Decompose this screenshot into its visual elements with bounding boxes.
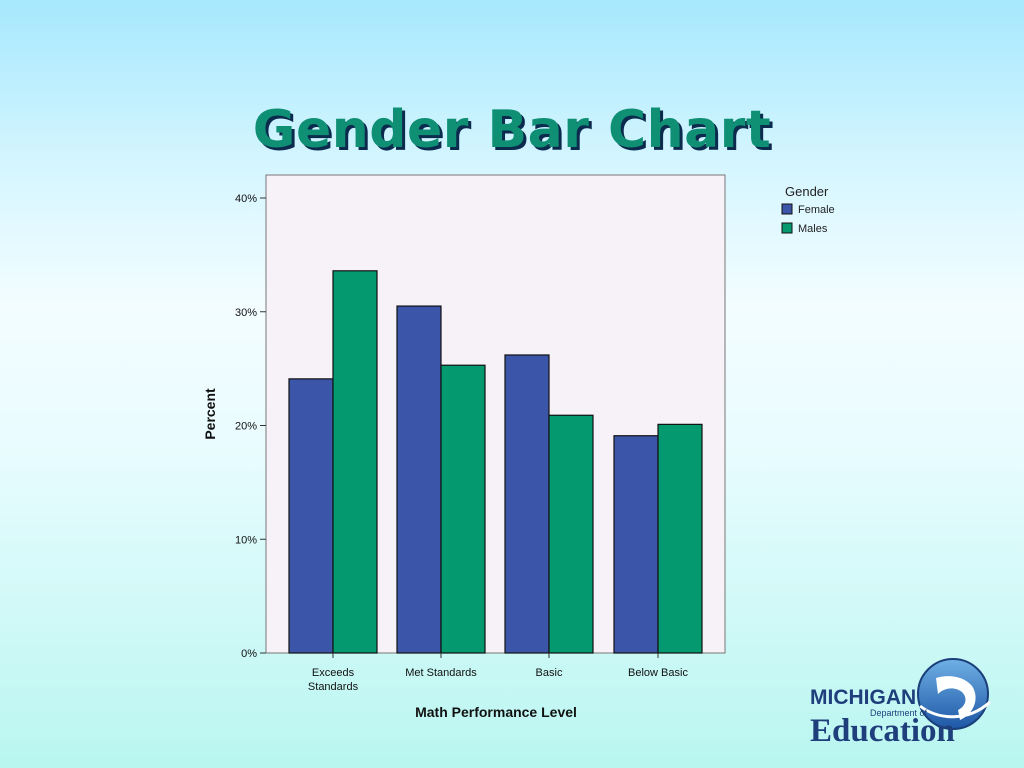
bar-female-1: [396, 305, 442, 654]
legend-swatch-female: [781, 203, 793, 215]
x-tick-label: Below Basic: [628, 667, 688, 679]
legend-title: Gender: [785, 184, 829, 199]
bar-female-3: [613, 435, 659, 654]
x-axis-title: Math Performance Level: [415, 704, 577, 720]
bar-males-1: [440, 364, 486, 654]
x-tick-label: Met Standards: [405, 667, 477, 679]
y-tick-label: 20%: [235, 421, 257, 433]
x-tick-label: Basic: [536, 667, 563, 679]
y-tick-label: 10%: [235, 534, 257, 546]
bar-males-2: [548, 414, 594, 654]
logo-education: Education: [810, 713, 955, 746]
y-tick-label: 30%: [235, 307, 257, 319]
logo-michigan: MICHIGAN: [810, 686, 916, 709]
globe-swoosh-icon: [919, 700, 992, 719]
legend: Gender Female Males: [781, 184, 835, 235]
slide-title: Gender Bar Chart: [252, 100, 772, 160]
x-axis: Exceeds Standards Met Standards Basic Below …: [308, 653, 688, 693]
y-axis-title: Percent: [202, 388, 218, 440]
bar-males-0: [332, 270, 378, 654]
y-tick-label: 40%: [235, 193, 257, 205]
michigan-education-logo: MICHIGAN Department of Education: [810, 658, 992, 746]
bars-layer: [288, 270, 703, 654]
x-tick-label: Exceeds Standards: [308, 667, 359, 693]
michigan-shape-icon: [936, 676, 976, 720]
legend-label-female: Female: [798, 204, 835, 216]
bar-female-0: [288, 378, 334, 654]
logo-department: Department of: [870, 708, 928, 718]
bar-males-3: [657, 423, 703, 654]
legend-label-males: Males: [798, 223, 828, 235]
legend-swatch-males: [781, 222, 793, 234]
y-axis: 0% 10% 20% 30% 40%: [235, 193, 266, 660]
y-tick-label: 0%: [241, 648, 257, 660]
bar-female-2: [504, 354, 550, 654]
